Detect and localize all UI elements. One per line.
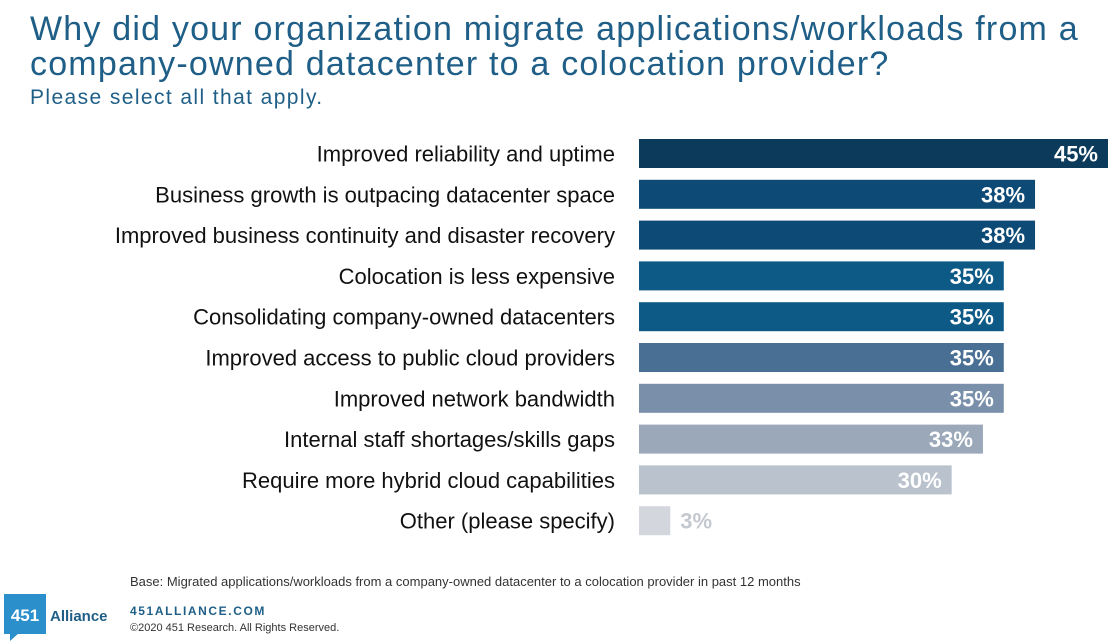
451-alliance-logo: 451 Alliance <box>4 594 116 641</box>
category-label: Improved network bandwidth <box>334 386 615 411</box>
bar <box>639 179 1036 209</box>
bar <box>639 302 1004 332</box>
value-label: 35% <box>950 346 994 371</box>
value-label: 33% <box>929 427 973 452</box>
value-label: 38% <box>981 223 1025 248</box>
category-label: Improved business continuity and disaste… <box>115 223 615 248</box>
bar <box>639 383 1004 413</box>
chart-subtitle: Please select all that apply. <box>30 86 324 109</box>
category-label: Require more hybrid cloud capabilities <box>242 468 615 493</box>
value-label: 35% <box>950 386 994 411</box>
category-label: Consolidating company-owned datacenters <box>193 305 615 330</box>
bar <box>639 261 1004 291</box>
site-link[interactable]: 451ALLIANCE.COM <box>130 604 267 618</box>
bar <box>639 424 983 454</box>
bar <box>639 465 952 495</box>
bar <box>639 506 671 536</box>
base-note: Base: Migrated applications/workloads fr… <box>130 574 801 589</box>
value-label: 35% <box>950 305 994 330</box>
bar <box>639 220 1036 250</box>
value-label: 45% <box>1054 142 1098 167</box>
logo-badge: 451 <box>4 594 46 641</box>
category-label: Internal staff shortages/skills gaps <box>284 427 615 452</box>
value-label: 30% <box>898 468 942 493</box>
value-label: 35% <box>950 264 994 289</box>
value-label: 3% <box>680 509 712 534</box>
bar-chart: Improved reliability and uptime 45% Busine… <box>115 139 1108 536</box>
bar <box>639 139 1108 168</box>
copyright-text: ©2020 451 Research. All Rights Reserved. <box>130 622 340 634</box>
value-label: 38% <box>981 182 1025 207</box>
category-label: Improved reliability and uptime <box>317 142 615 167</box>
chart-title: Why did your organization migrate applic… <box>30 10 1079 83</box>
category-label: Business growth is outpacing datacenter … <box>155 182 615 207</box>
category-label: Other (please specify) <box>400 509 615 534</box>
logo-wordmark: Alliance <box>50 608 108 625</box>
bar <box>639 343 1004 372</box>
category-label: Improved access to public cloud provider… <box>205 346 615 371</box>
category-label: Colocation is less expensive <box>339 264 615 289</box>
